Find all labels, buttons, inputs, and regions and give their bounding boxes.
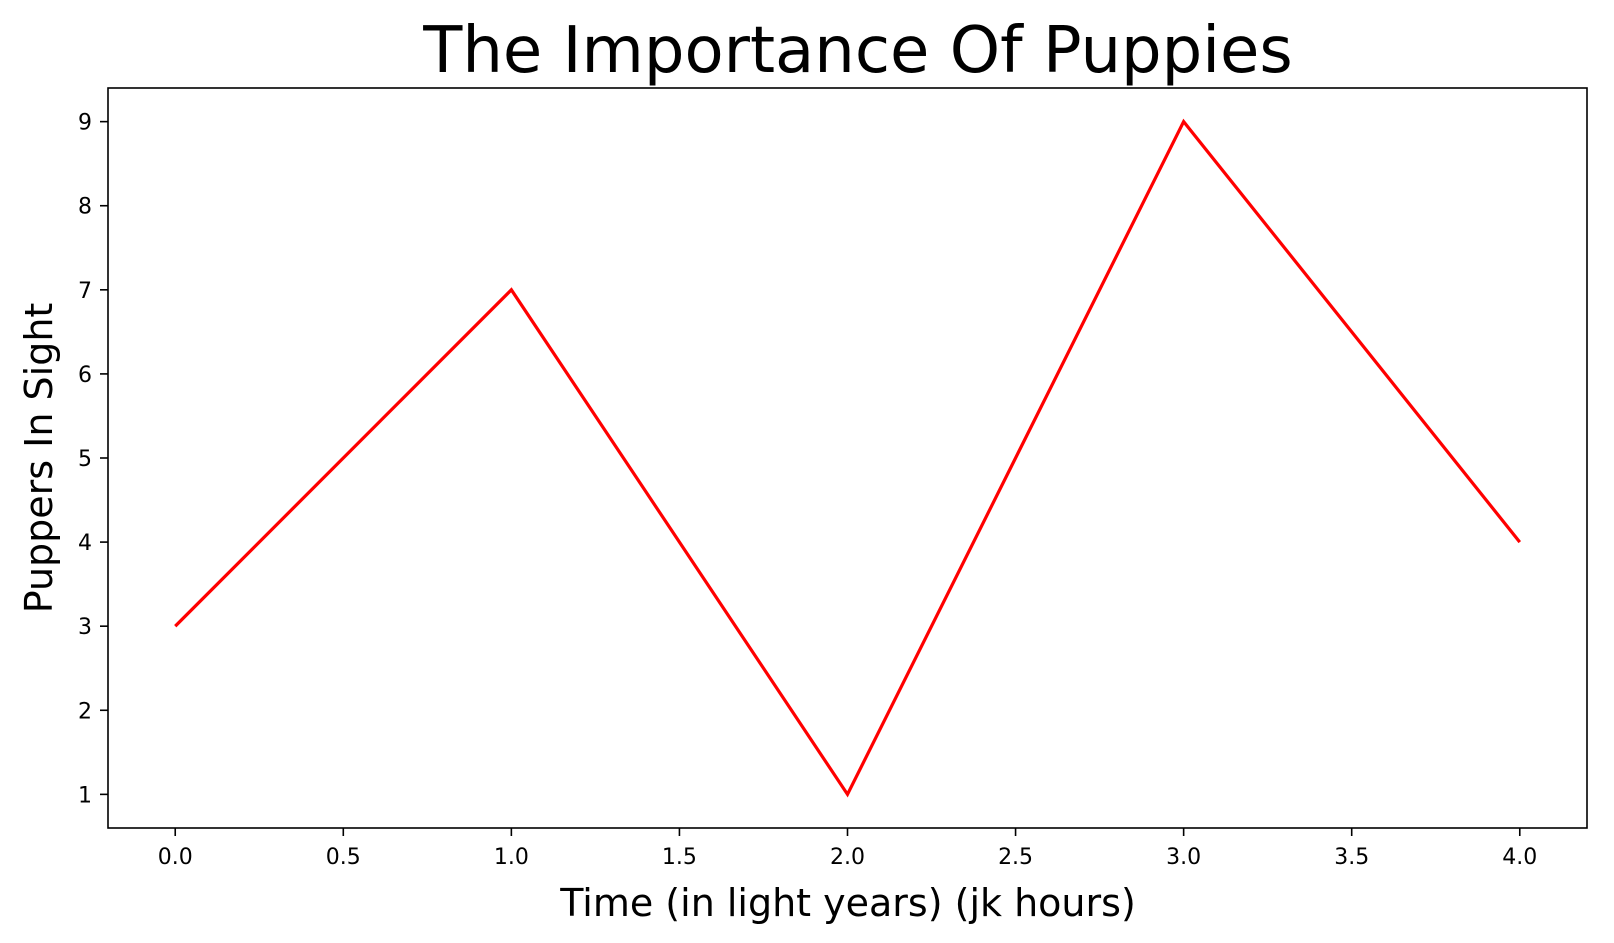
series-layer [174, 118, 1522, 798]
y-tick-label: 5 [78, 447, 92, 472]
y-tick-label: 9 [78, 111, 92, 136]
y-tick-label: 8 [78, 195, 92, 220]
series-line-0 [174, 118, 1522, 798]
x-axis-label: Time (in light years) (jk hours) [559, 881, 1136, 925]
x-tick-label: 0.5 [326, 845, 361, 870]
x-tick-label: 3.5 [1334, 845, 1369, 870]
chart-title: The Importance Of Puppies [422, 14, 1293, 88]
x-axis-ticks: 0.0 0.5 1.0 1.5 2.0 2.5 3.0 3.5 4.0 [158, 828, 1537, 870]
x-tick-label: 1.5 [662, 845, 697, 870]
y-tick-label: 7 [78, 279, 92, 304]
y-tick-label: 3 [78, 615, 92, 640]
x-tick-label: 3.0 [1166, 845, 1201, 870]
x-tick-label: 2.0 [830, 845, 865, 870]
x-tick-label: 4.0 [1502, 845, 1537, 870]
y-tick-label: 6 [78, 363, 92, 388]
x-tick-label: 0.0 [158, 845, 193, 870]
x-tick-label: 1.0 [494, 845, 529, 870]
y-axis-label: Puppers In Sight [17, 303, 61, 614]
y-axis-ticks: 1 2 3 4 5 6 7 8 9 [78, 111, 108, 808]
y-tick-label: 4 [78, 531, 92, 556]
y-tick-label: 1 [78, 783, 92, 808]
x-tick-label: 2.5 [998, 845, 1033, 870]
y-tick-label: 2 [78, 699, 92, 724]
